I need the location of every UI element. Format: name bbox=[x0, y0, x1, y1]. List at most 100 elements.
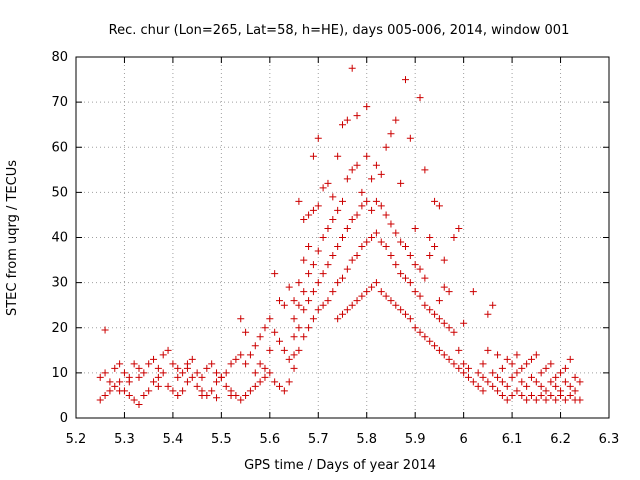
x-tick-label: 5.7 bbox=[308, 432, 329, 447]
data-point bbox=[295, 346, 303, 354]
data-point bbox=[154, 364, 162, 372]
data-point bbox=[484, 378, 492, 386]
data-point bbox=[494, 351, 502, 359]
x-tick-label: 6.1 bbox=[502, 432, 523, 447]
data-point bbox=[116, 360, 124, 368]
data-point bbox=[135, 373, 143, 381]
data-point bbox=[460, 360, 468, 368]
data-point bbox=[242, 391, 250, 399]
data-point bbox=[440, 256, 448, 264]
data-point bbox=[372, 279, 380, 287]
data-point bbox=[518, 391, 526, 399]
data-point bbox=[309, 152, 317, 160]
data-point bbox=[237, 396, 245, 404]
data-point bbox=[290, 315, 298, 323]
data-point bbox=[382, 292, 390, 300]
x-ticks: 5.2 5.3 5.4 5.5 5.6 5.7 5.8 5.9 6 6.1 6.2 6.3 bbox=[66, 57, 620, 447]
data-point bbox=[353, 297, 361, 305]
data-point bbox=[513, 369, 521, 377]
data-point bbox=[508, 373, 516, 381]
data-point bbox=[552, 373, 560, 381]
data-point bbox=[387, 130, 395, 138]
data-point bbox=[523, 382, 531, 390]
data-point bbox=[305, 270, 313, 278]
data-point bbox=[571, 387, 579, 395]
data-point bbox=[111, 382, 119, 390]
data-point bbox=[416, 292, 424, 300]
data-point bbox=[455, 224, 463, 232]
data-point bbox=[237, 315, 245, 323]
data-point bbox=[324, 297, 332, 305]
data-point bbox=[571, 373, 579, 381]
data-point bbox=[329, 252, 337, 260]
data-point bbox=[106, 387, 114, 395]
data-point bbox=[382, 211, 390, 219]
data-point bbox=[339, 310, 346, 318]
data-point bbox=[445, 288, 453, 296]
data-point bbox=[305, 211, 313, 219]
data-point bbox=[174, 373, 182, 381]
data-point bbox=[382, 243, 390, 251]
data-point bbox=[309, 315, 317, 323]
data-point bbox=[503, 382, 511, 390]
data-point bbox=[324, 224, 332, 232]
data-point bbox=[193, 369, 201, 377]
data-point bbox=[527, 373, 535, 381]
data-point bbox=[498, 364, 506, 372]
data-point bbox=[125, 391, 133, 399]
y-axis-label: STEC from uqrg / TECUs bbox=[5, 160, 20, 316]
data-point bbox=[397, 270, 405, 278]
data-point bbox=[411, 324, 419, 332]
data-point bbox=[106, 378, 114, 386]
y-tick-label: 40 bbox=[51, 231, 68, 246]
data-point bbox=[431, 310, 439, 318]
data-point bbox=[334, 279, 342, 287]
data-point bbox=[498, 391, 506, 399]
data-point bbox=[368, 206, 376, 214]
data-point bbox=[271, 270, 279, 278]
data-point bbox=[401, 274, 409, 282]
data-point bbox=[440, 319, 448, 327]
data-point bbox=[348, 301, 356, 309]
data-point bbox=[440, 283, 448, 291]
data-point bbox=[363, 152, 371, 160]
data-point bbox=[285, 283, 293, 291]
data-point bbox=[401, 76, 409, 84]
data-point bbox=[566, 355, 574, 363]
x-tick-label: 5.2 bbox=[66, 432, 87, 447]
x-tick-label: 5.8 bbox=[356, 432, 377, 447]
data-point bbox=[242, 360, 250, 368]
data-point bbox=[314, 134, 322, 142]
data-point bbox=[314, 202, 322, 210]
data-point bbox=[251, 342, 259, 350]
data-point bbox=[343, 306, 351, 314]
data-point bbox=[479, 360, 487, 368]
data-point bbox=[319, 234, 327, 241]
data-point bbox=[130, 396, 138, 404]
y-ticks: 0 10 20 30 40 50 60 70 80 bbox=[51, 50, 609, 426]
data-point bbox=[431, 342, 439, 350]
data-point bbox=[401, 243, 409, 251]
data-point bbox=[348, 166, 356, 174]
data-point bbox=[576, 378, 584, 386]
data-point bbox=[339, 234, 346, 241]
data-point bbox=[246, 387, 254, 395]
data-point bbox=[479, 373, 487, 381]
data-point bbox=[343, 175, 351, 183]
data-point bbox=[552, 382, 560, 390]
data-point bbox=[276, 382, 284, 390]
data-point bbox=[276, 337, 284, 345]
data-point bbox=[203, 364, 211, 372]
data-point bbox=[256, 378, 264, 386]
data-point bbox=[159, 351, 167, 359]
x-tick-label: 6.2 bbox=[550, 432, 571, 447]
data-point bbox=[406, 315, 414, 323]
data-point bbox=[150, 355, 158, 363]
data-point bbox=[494, 387, 502, 395]
data-point bbox=[159, 369, 167, 377]
data-point bbox=[96, 373, 104, 381]
x-tick-label: 6.3 bbox=[599, 432, 620, 447]
data-point bbox=[256, 360, 264, 368]
data-point bbox=[358, 292, 366, 300]
data-point bbox=[561, 396, 569, 404]
